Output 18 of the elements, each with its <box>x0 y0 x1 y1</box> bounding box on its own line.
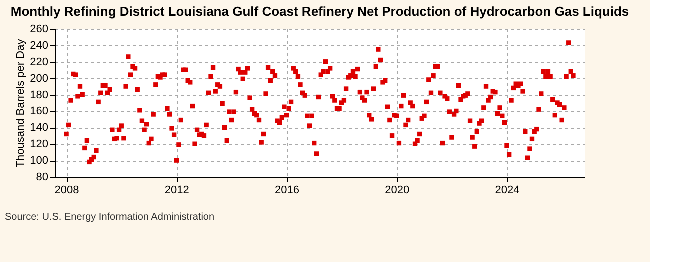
x-tick-label: 2020 <box>385 184 410 196</box>
y-tick-label: 200 <box>30 72 48 85</box>
y-tick-label: 180 <box>30 89 48 102</box>
y-tick-label: 240 <box>30 40 48 52</box>
y-tick-label: 100 <box>30 155 48 168</box>
y-tick-label: 140 <box>30 122 48 134</box>
y-axis-title: Thousand Barrels per Day <box>15 38 28 168</box>
y-tick-label: 160 <box>30 106 48 118</box>
x-tick-label: 2016 <box>275 184 300 196</box>
x-tick-label: 2012 <box>164 184 190 196</box>
x-tick-label: 2008 <box>54 184 80 196</box>
y-tick-label: 260 <box>30 24 48 36</box>
y-tick-label: 120 <box>30 138 48 151</box>
y-tick-label: 220 <box>30 56 48 68</box>
x-tick-label: 2024 <box>495 184 520 196</box>
chart-title: Monthly Refining District Louisiana Gulf Coast Refinery Net Production of Hydrocarbon Gas Liquids <box>10 4 630 19</box>
y-tick-label: 80 <box>36 172 48 184</box>
source-note: Source: U.S. Energy Information Administration <box>5 212 215 223</box>
